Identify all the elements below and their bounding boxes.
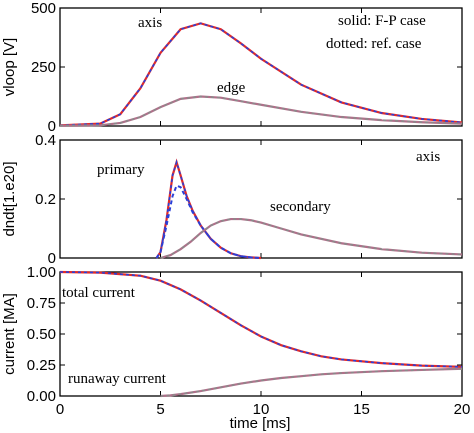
annotation-axis-mid: axis [416,149,440,165]
legend-dotted-text: dotted: ref. case [326,36,422,52]
y-tick-label-2-1: 0.25 [27,357,56,374]
series-dotted-0-1 [59,95,463,127]
series-dotted-2-0 [59,271,463,368]
series-dotted-1-0 [155,159,262,259]
annotation-runaway-current: runaway current [68,371,167,387]
x-tick-label-3: 15 [353,401,370,418]
y-tick-label-0-1: 250 [31,59,56,76]
y-axis-label-1: dndt[1.e20] [1,161,18,236]
y-tick-label-1-1: 0.2 [35,191,56,208]
y-tick-label-2-3: 0.75 [27,295,56,312]
annotation-primary: primary [97,162,145,178]
annotation-total-current: total current [62,285,136,301]
series-dotted-1-2 [160,218,463,259]
series-line-1-1 [155,184,262,259]
y-tick-label-2-4: 1.00 [27,264,56,281]
panel-frame-1 [59,139,463,259]
x-axis-label: time [ms] [230,415,291,432]
y-tick-label-2-0: 0.00 [27,388,56,405]
x-tick-label-0: 0 [56,401,64,418]
series-dotted-2-1 [160,367,463,397]
legend-solid-text: solid: F-P case [338,13,426,29]
x-tick-label-1: 5 [156,401,164,418]
y-tick-label-0-2: 500 [31,0,56,17]
y-tick-label-1-0: 0 [48,250,56,267]
y-tick-label-2-2: 0.50 [27,326,56,343]
annotation-axis-top: axis [138,15,162,31]
series-line-1-0 [155,158,262,260]
y-axis-label-2: current [MA] [1,293,18,375]
series-line-2-1 [160,367,463,398]
y-axis-label-0: vloop [V] [1,38,18,96]
y-tick-label-1-2: 0.4 [35,132,56,149]
y-tick-label-0-0: 0 [48,118,56,135]
annotation-secondary: secondary [270,199,331,215]
annotation-edge: edge [217,80,246,96]
series-dotted-0-0 [59,22,463,127]
x-tick-label-4: 20 [454,401,471,418]
x-tick-label-2: 10 [253,401,270,418]
